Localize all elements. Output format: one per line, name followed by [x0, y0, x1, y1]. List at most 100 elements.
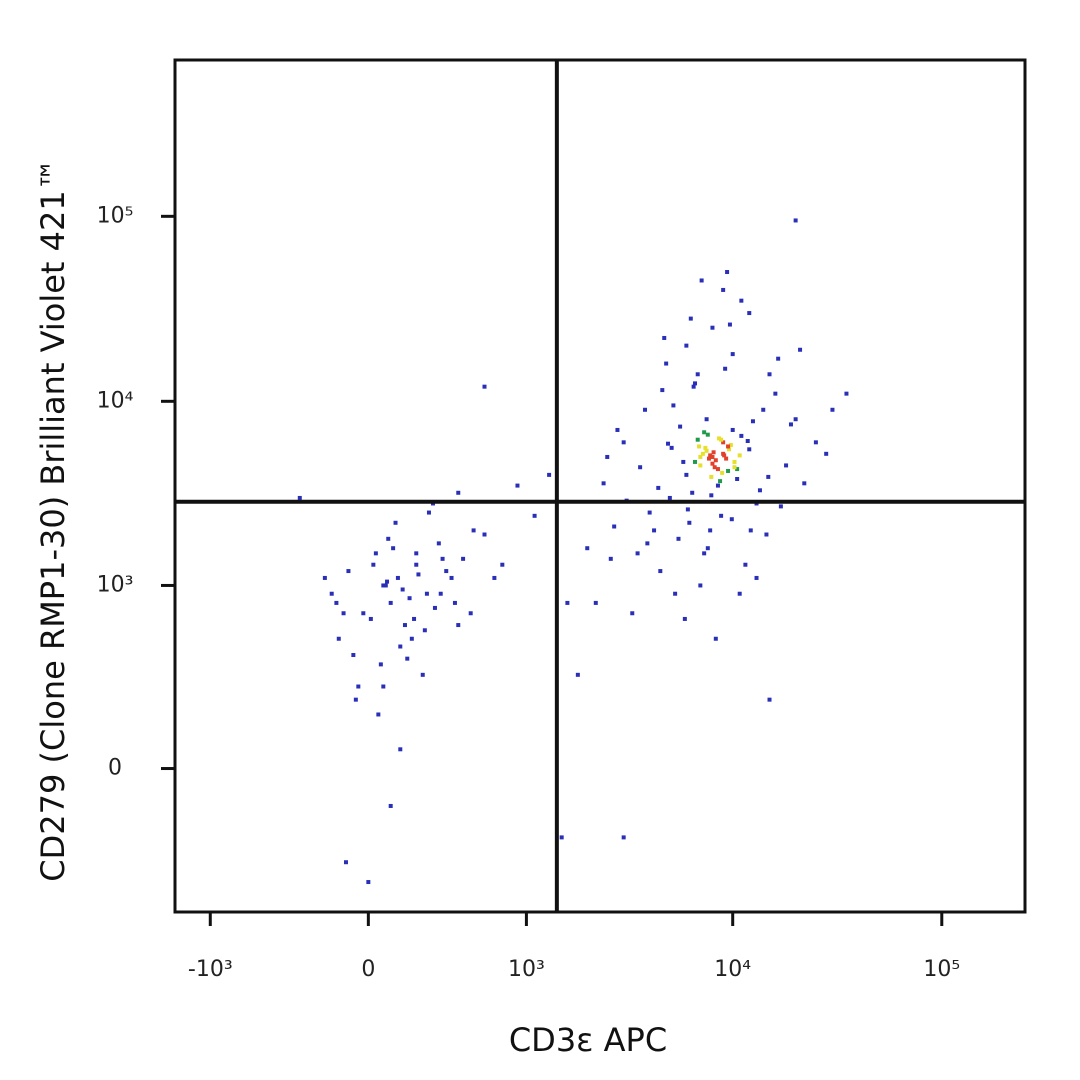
event-dot — [813, 440, 818, 445]
event-dot — [405, 656, 410, 661]
event-dot — [456, 490, 461, 495]
event-dot — [676, 536, 681, 541]
event-dot — [461, 556, 466, 561]
event-dot — [361, 611, 366, 616]
event-dot — [750, 419, 755, 424]
event-dot — [395, 575, 400, 580]
event-dot — [708, 528, 713, 533]
event-dot — [398, 747, 403, 752]
event-dot — [691, 384, 696, 389]
event-dot — [612, 524, 617, 529]
event-dot — [718, 479, 723, 484]
event-dot — [669, 445, 674, 450]
event-dot — [621, 440, 626, 445]
event-dot — [727, 447, 732, 452]
event-dot — [720, 470, 725, 475]
event-dot — [693, 381, 698, 386]
event-dot — [422, 628, 427, 633]
event-dot — [706, 456, 711, 461]
event-dot — [830, 407, 835, 412]
event-dot — [748, 528, 753, 533]
event-dot — [452, 600, 457, 605]
y-axis-label: CD279 (Clone RMP1-30) Brilliant Violet 4… — [34, 158, 72, 881]
event-dot — [671, 403, 676, 408]
event-dot — [444, 569, 449, 574]
event-dot — [346, 569, 351, 574]
event-dot — [737, 591, 742, 596]
event-dot — [386, 536, 391, 541]
event-dot — [388, 803, 393, 808]
event-dot — [658, 569, 663, 574]
event-dot — [778, 504, 783, 509]
event-dot — [747, 311, 752, 316]
event-dot — [673, 591, 678, 596]
event-dot — [426, 510, 431, 515]
event-dot — [728, 443, 733, 448]
event-dot — [353, 697, 358, 702]
event-dot — [705, 546, 710, 551]
event-dot — [773, 391, 778, 396]
event-dot — [719, 513, 724, 518]
event-dot — [709, 493, 714, 498]
event-dot — [678, 424, 683, 429]
event-dot — [702, 430, 707, 435]
event-dot — [784, 463, 789, 468]
event-dot — [754, 575, 759, 580]
event-dot — [705, 432, 710, 437]
event-dot — [776, 356, 781, 361]
event-dot — [788, 422, 793, 427]
event-dot — [368, 616, 373, 621]
event-dot — [322, 575, 327, 580]
event-dot — [667, 495, 672, 500]
event-dot — [695, 437, 700, 442]
event-dot — [697, 444, 702, 449]
event-dot — [725, 270, 730, 275]
event-dot — [688, 316, 693, 321]
event-dot — [709, 474, 714, 479]
event-dot — [721, 287, 726, 292]
event-dot — [438, 591, 443, 596]
event-dot — [449, 575, 454, 580]
event-dot — [391, 546, 396, 551]
event-dot — [732, 459, 737, 464]
event-dot — [297, 495, 302, 500]
event-dot — [719, 437, 724, 442]
event-dot — [400, 587, 405, 592]
event-dot — [341, 611, 346, 616]
event-dot — [681, 459, 686, 464]
event-dot — [729, 517, 734, 522]
event-dot — [735, 476, 740, 481]
event-dot — [698, 463, 703, 468]
event-dot — [381, 583, 386, 588]
event-dot — [698, 454, 703, 459]
event-dot — [500, 562, 505, 567]
event-dot — [708, 453, 713, 458]
event-dot — [739, 298, 744, 303]
event-dot — [381, 684, 386, 689]
event-dot — [764, 532, 769, 537]
event-dot — [656, 485, 661, 490]
event-dot — [844, 391, 849, 396]
event-dot — [710, 454, 715, 459]
event-dot — [376, 712, 381, 717]
event-dot — [685, 507, 690, 512]
event-dot — [798, 347, 803, 352]
event-dot — [711, 450, 716, 455]
event-dot — [732, 465, 737, 470]
event-dot — [482, 532, 487, 537]
event-dot — [409, 636, 414, 641]
event-dot — [608, 556, 613, 561]
event-dot — [575, 672, 580, 677]
event-dot — [456, 623, 461, 628]
event-dot — [715, 483, 720, 488]
event-dot — [724, 456, 729, 461]
event-dot — [638, 465, 643, 470]
event-dot — [690, 490, 695, 495]
event-dot — [824, 451, 829, 456]
event-dot — [737, 453, 742, 458]
event-dot — [559, 835, 564, 840]
event-dot — [356, 684, 361, 689]
event-dot — [710, 461, 715, 466]
event-dot — [407, 596, 412, 601]
event-dot — [730, 427, 735, 432]
